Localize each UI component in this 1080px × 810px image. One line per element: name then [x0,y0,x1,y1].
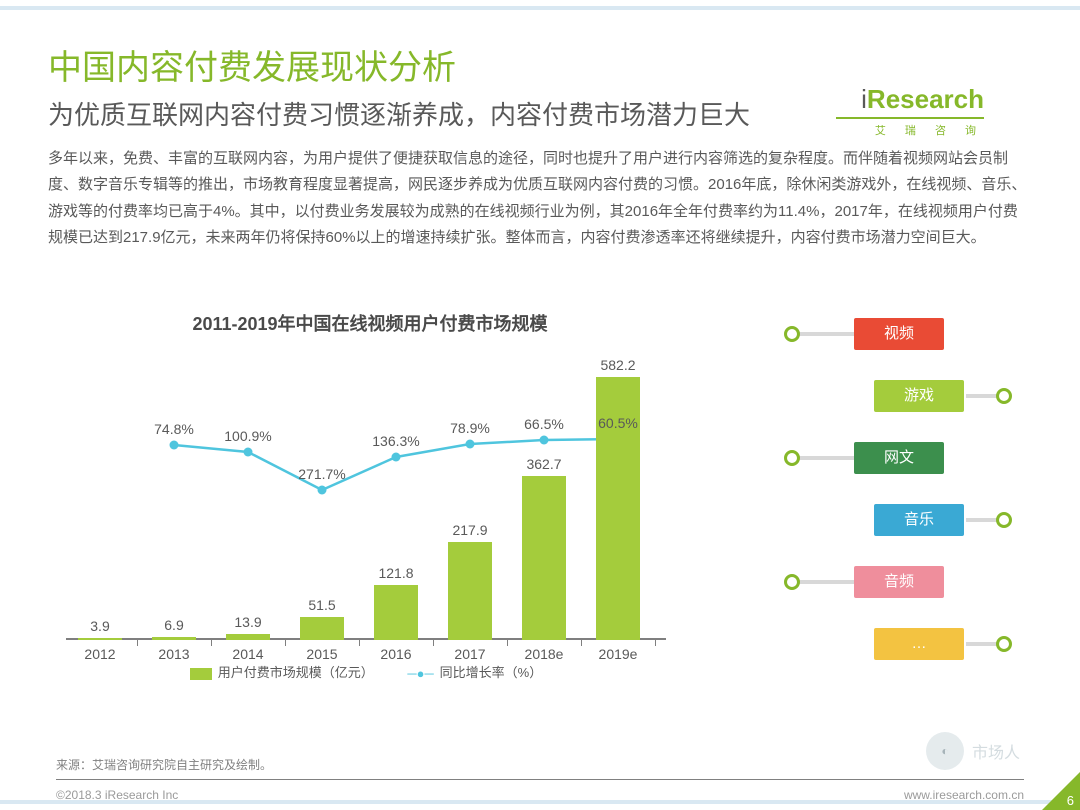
tag: … [874,628,964,660]
line-series [66,360,666,640]
category-label: 2017 [435,646,505,662]
category-label: 2019e [583,646,653,662]
chart: 3.96.913.951.5121.8217.9362.7582.274.8%1… [56,345,676,695]
bar-label: 3.9 [70,618,130,634]
bar [448,542,492,640]
tag-dot [996,636,1012,652]
tag: 音频 [854,566,944,598]
tag-rail [966,518,998,522]
tag-row: 游戏 [784,380,1024,430]
line-label: 271.7% [287,466,357,482]
logo-cn: 艾 瑞 咨 询 [875,125,984,137]
logo-brand: iResearch [861,84,984,114]
legend-line-label: 同比增长率（%） [440,665,543,680]
tag-dot [784,450,800,466]
line-label: 74.8% [139,421,209,437]
category-label: 2012 [65,646,135,662]
logo: iResearch 艾 瑞 咨 询 [836,84,984,139]
tag-row: 视频 [784,318,1024,368]
bar [300,617,344,640]
tag-dot [784,326,800,342]
legend-line-swatch: ─●─ [407,666,433,681]
legend: 用户付费市场规模（亿元） ─●─ 同比增长率（%） [56,662,676,681]
bar-label: 51.5 [292,597,352,613]
bar-label: 13.9 [218,614,278,630]
page-number: 6 [1067,793,1074,808]
tag-dot [784,574,800,590]
legend-bar-swatch [190,668,212,680]
tag-rail [798,580,854,584]
bar [78,638,122,640]
line-label: 66.5% [509,416,579,432]
bar [374,585,418,640]
tag-row: 网文 [784,442,1024,492]
tag-rail [966,394,998,398]
line-label: 78.9% [435,420,505,436]
side-tags: 视频游戏网文音乐音频 … [784,318,1024,690]
top-rule [0,6,1080,10]
tag-row: 音乐 [784,504,1024,554]
line-label: 100.9% [213,428,283,444]
tag-dot [996,512,1012,528]
bar [152,637,196,640]
tag: 视频 [854,318,944,350]
wechat-icon: ◐ [926,732,964,770]
bar-label: 362.7 [514,456,574,472]
tag-row: 音频 [784,566,1024,616]
bar [522,476,566,640]
tag: 音乐 [874,504,964,536]
chart-title: 2011-2019年中国在线视频用户付费市场规模 [140,310,600,336]
bar-label: 121.8 [366,565,426,581]
category-label: 2014 [213,646,283,662]
tag-rail [798,456,854,460]
category-label: 2015 [287,646,357,662]
title: 中国内容付费发展现状分析 [48,40,1032,89]
logo-underline [836,117,984,119]
footer-left: ©2018.3 iResearch Inc [56,788,178,802]
legend-bar-label: 用户付费市场规模（亿元） [218,665,374,680]
watermark-text: 市场人 [972,739,1020,763]
tag: 网文 [854,442,944,474]
tag-dot [996,388,1012,404]
corner [1042,772,1080,810]
watermark: ◐ 市场人 [926,732,1020,770]
tag-row: … [784,628,1024,678]
category-label: 2018e [509,646,579,662]
tag-rail [966,642,998,646]
bar-label: 6.9 [144,617,204,633]
footer-right: www.iresearch.com.cn [904,788,1024,802]
bar [226,634,270,640]
line-label: 60.5% [583,415,653,431]
category-label: 2016 [361,646,431,662]
bar-label: 582.2 [588,357,648,373]
tag: 游戏 [874,380,964,412]
plot-area: 3.96.913.951.5121.8217.9362.7582.274.8%1… [66,360,666,640]
tag-rail [798,332,854,336]
source: 来源：艾瑞咨询研究院自主研究及绘制。 [56,756,1024,780]
bar-label: 217.9 [440,522,500,538]
category-label: 2013 [139,646,209,662]
line-label: 136.3% [361,433,431,449]
body-text: 多年以来，免费、丰富的互联网内容，为用户提供了便捷获取信息的途径，同时也提升了用… [48,146,1032,251]
